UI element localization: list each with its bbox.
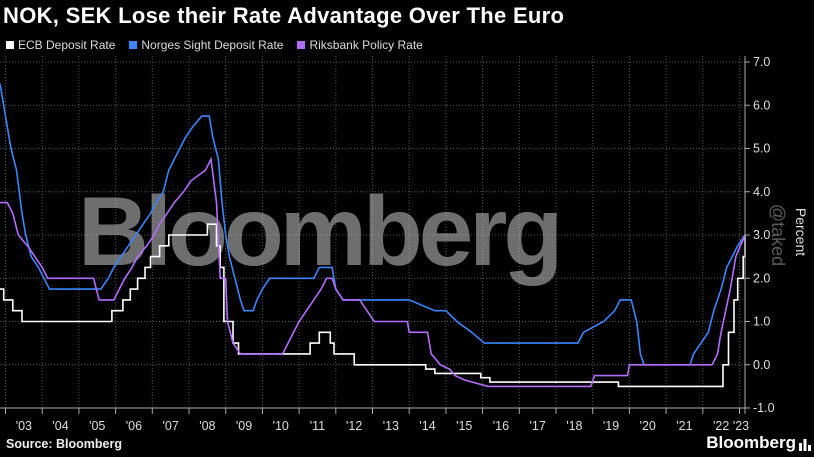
brand-logo-text: Bloomberg bbox=[706, 433, 796, 452]
x-tick-label: '21 bbox=[676, 419, 692, 433]
legend-item-ecb[interactable]: ECB Deposit Rate bbox=[6, 38, 115, 52]
y-tick-label: -1.0 bbox=[753, 401, 775, 415]
norges-swatch bbox=[129, 41, 138, 49]
x-tick-label: '22 bbox=[713, 419, 729, 433]
bar-chart-icon bbox=[799, 439, 811, 451]
series-lines bbox=[0, 83, 746, 388]
y-tick-label: 0.0 bbox=[753, 358, 770, 372]
x-tick-label: '14 bbox=[419, 419, 435, 433]
y-axis-label: Percent bbox=[793, 208, 809, 256]
x-tick-label: '20 bbox=[640, 419, 656, 433]
chart-title: NOK, SEK Lose their Rate Advantage Over … bbox=[3, 3, 565, 28]
legend: ECB Deposit Rate Norges Sight Deposit Ra… bbox=[6, 38, 423, 52]
x-tick-label: '12 bbox=[346, 419, 362, 433]
source-note: Source: Bloomberg bbox=[6, 437, 122, 451]
x-tick-label: '15 bbox=[456, 419, 472, 433]
x-axis: '03 '04 '05 '06 '07 '08 '09 '10 '11 '12 '13 '14 '15 '… bbox=[0, 407, 749, 433]
x-tick-label: '07 bbox=[163, 419, 179, 433]
x-tick-label: '18 bbox=[566, 419, 582, 433]
legend-label-ecb: ECB Deposit Rate bbox=[18, 38, 116, 52]
ecb-rate-line bbox=[0, 223, 746, 388]
x-tick-label: '06 bbox=[126, 419, 142, 433]
legend-label-riksbank: Riksbank Policy Rate bbox=[309, 38, 423, 52]
x-tick-label: '16 bbox=[493, 419, 509, 433]
x-tick-label: '13 bbox=[383, 419, 399, 433]
norges-rate-line bbox=[0, 83, 746, 366]
x-tick-label: '11 bbox=[310, 419, 325, 433]
legend-item-norges[interactable]: Norges Sight Deposit Rate bbox=[129, 38, 283, 52]
y-axis: 7.0 6.0 5.0 4.0 3.0 2.0 1.0 0.0 -1.0 bbox=[744, 55, 775, 415]
y-tick-label: 7.0 bbox=[753, 55, 770, 69]
x-tick-label: '19 bbox=[603, 419, 619, 433]
ecb-swatch bbox=[6, 41, 14, 49]
x-tick-label: '05 bbox=[89, 419, 105, 433]
x-tick-label: '04 bbox=[52, 419, 68, 433]
y-tick-label: 3.0 bbox=[753, 228, 770, 242]
y-tick-label: 5.0 bbox=[753, 142, 770, 156]
x-tick-label: '08 bbox=[199, 419, 215, 433]
legend-item-riksbank[interactable]: Riksbank Policy Rate bbox=[297, 38, 423, 52]
x-tick-label: '23 bbox=[733, 419, 749, 433]
riksbank-swatch bbox=[297, 41, 306, 49]
x-tick-label: '17 bbox=[529, 419, 545, 433]
watermark-handle: @taked bbox=[768, 204, 788, 266]
y-tick-label: 6.0 bbox=[753, 98, 770, 112]
x-tick-label: '09 bbox=[236, 419, 252, 433]
y-tick-label: 4.0 bbox=[753, 185, 770, 199]
y-tick-label: 2.0 bbox=[753, 271, 770, 285]
riksbank-rate-line bbox=[0, 156, 746, 388]
x-tick-label: '10 bbox=[273, 419, 289, 433]
x-tick-label: '03 bbox=[16, 419, 32, 433]
y-tick-label: 1.0 bbox=[753, 315, 770, 329]
legend-label-norges: Norges Sight Deposit Rate bbox=[141, 38, 284, 52]
